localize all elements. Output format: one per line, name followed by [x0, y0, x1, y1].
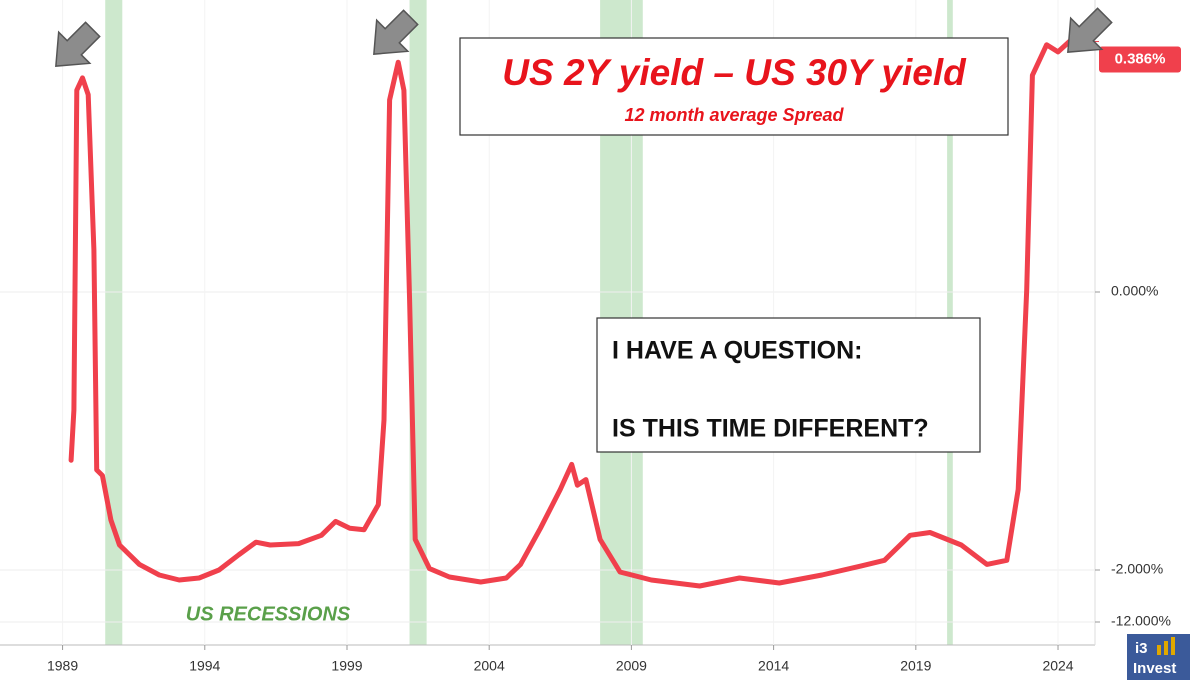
x-tick-label: 2019 — [900, 658, 931, 674]
y-tick-label: -2.000% — [1111, 561, 1163, 577]
series-line — [68, 39, 1072, 589]
recessions-label: US RECESSIONS — [186, 603, 351, 625]
arrow — [1067, 7, 1113, 53]
logo: i3 Invest — [1127, 634, 1190, 680]
arrow — [373, 9, 419, 55]
annotation: I HAVE A QUESTION: — [612, 337, 862, 365]
y-tick-label: 0.000% — [1111, 283, 1158, 299]
y-tick-label: -12.000% — [1111, 613, 1171, 629]
x-tick-label: 1989 — [47, 658, 78, 674]
recession-band — [105, 0, 123, 645]
annotation: IS THIS TIME DIFFERENT? — [612, 415, 929, 443]
x-tick-label: 1999 — [331, 658, 362, 674]
logo-bar — [1164, 641, 1168, 655]
arrow — [55, 21, 101, 67]
logo-bar — [1157, 645, 1161, 655]
logo-text: i3 — [1135, 640, 1148, 657]
last-value-label: 0.386% — [1115, 50, 1166, 67]
last-value-box — [1099, 46, 1181, 73]
plot: 0.386% — [68, 39, 1181, 589]
chart-title: US 2Y yield – US 30Y yield — [502, 52, 967, 93]
x-tick-label: 1994 — [189, 658, 220, 674]
chart-subtitle: 12 month average Spread — [624, 105, 844, 125]
logo-box — [1127, 634, 1190, 680]
x-tick-label: 2004 — [474, 658, 505, 674]
x-tick-label: 2014 — [758, 658, 789, 674]
logo-bar — [1171, 637, 1175, 655]
logo-text: Invest — [1133, 660, 1176, 677]
x-tick-label: 2024 — [1042, 658, 1073, 674]
arrows — [55, 7, 1113, 67]
title-box — [459, 37, 1009, 136]
annotation-box — [596, 317, 981, 453]
x-tick-label: 2009 — [616, 658, 647, 674]
